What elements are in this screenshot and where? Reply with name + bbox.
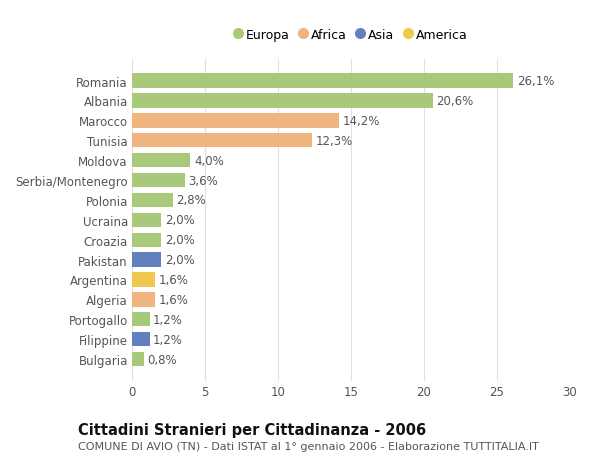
Text: 2,0%: 2,0% [165, 253, 194, 267]
Text: 3,6%: 3,6% [188, 174, 218, 187]
Bar [132, 253, 161, 267]
Text: 26,1%: 26,1% [517, 75, 554, 88]
Bar [132, 154, 190, 168]
Bar [132, 273, 155, 287]
Bar [132, 74, 513, 89]
Bar [132, 352, 143, 366]
Text: 20,6%: 20,6% [436, 95, 473, 108]
Bar [132, 193, 173, 207]
Text: 1,2%: 1,2% [153, 333, 183, 346]
Bar [132, 213, 161, 228]
Text: 4,0%: 4,0% [194, 154, 224, 167]
Bar [132, 332, 149, 347]
Bar [132, 174, 185, 188]
Bar [132, 94, 433, 108]
Bar [132, 134, 311, 148]
Text: 0,8%: 0,8% [148, 353, 177, 366]
Bar [132, 313, 149, 327]
Text: 12,3%: 12,3% [315, 134, 352, 147]
Text: 2,0%: 2,0% [165, 214, 194, 227]
Text: 1,6%: 1,6% [159, 293, 189, 306]
Text: Cittadini Stranieri per Cittadinanza - 2006: Cittadini Stranieri per Cittadinanza - 2… [78, 422, 426, 437]
Text: 1,6%: 1,6% [159, 274, 189, 286]
Bar [132, 292, 155, 307]
Legend: Europa, Africa, Asia, America: Europa, Africa, Asia, America [235, 29, 467, 42]
Text: 2,8%: 2,8% [176, 194, 206, 207]
Bar [132, 114, 340, 128]
Text: 2,0%: 2,0% [165, 234, 194, 246]
Text: COMUNE DI AVIO (TN) - Dati ISTAT al 1° gennaio 2006 - Elaborazione TUTTITALIA.IT: COMUNE DI AVIO (TN) - Dati ISTAT al 1° g… [78, 441, 539, 451]
Text: 1,2%: 1,2% [153, 313, 183, 326]
Text: 14,2%: 14,2% [343, 115, 380, 128]
Bar [132, 233, 161, 247]
